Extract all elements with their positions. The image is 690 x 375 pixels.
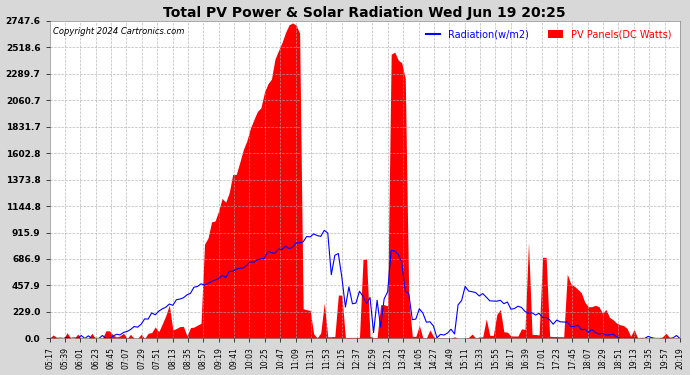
Legend: Radiation(w/m2), PV Panels(DC Watts): Radiation(w/m2), PV Panels(DC Watts) (422, 26, 675, 44)
Title: Total PV Power & Solar Radiation Wed Jun 19 20:25: Total PV Power & Solar Radiation Wed Jun… (164, 6, 566, 20)
Text: Copyright 2024 Cartronics.com: Copyright 2024 Cartronics.com (52, 27, 184, 36)
